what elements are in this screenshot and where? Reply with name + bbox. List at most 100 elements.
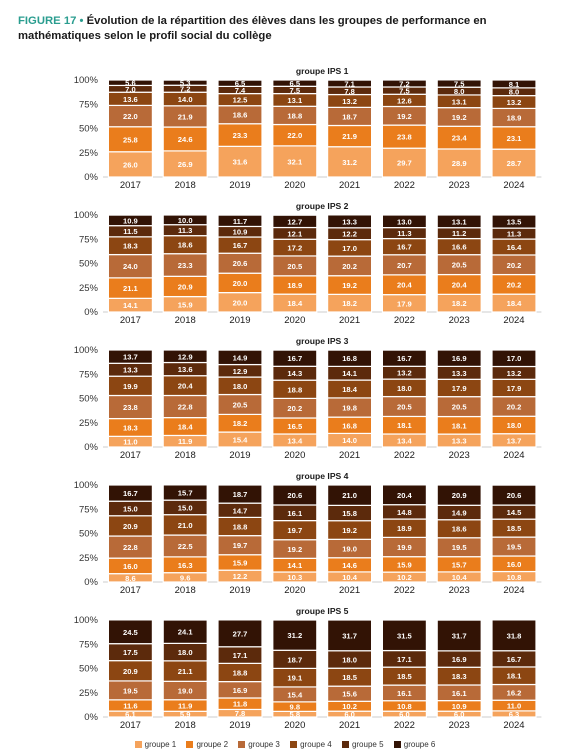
x-tick-label: 2019 [229, 180, 250, 191]
x-tick-label: 2020 [284, 180, 305, 191]
bar-segment [272, 619, 318, 651]
data-label: 17.1 [233, 651, 249, 660]
bar-segment [327, 349, 373, 367]
data-label: 15.9 [233, 558, 248, 567]
data-label: 20.0 [233, 298, 248, 307]
data-label: 5.3 [180, 79, 191, 88]
x-tick-label: 2022 [394, 315, 415, 326]
bar-segment [381, 79, 427, 88]
bar-segment [327, 214, 373, 229]
data-label: 24.1 [178, 628, 194, 637]
data-label: 15.7 [452, 560, 467, 569]
data-label: 23.4 [452, 134, 468, 143]
data-label: 11.0 [123, 438, 137, 447]
x-tick-label: 2022 [394, 180, 415, 191]
y-tick-label: 25% [79, 148, 99, 159]
data-label: 19.2 [287, 545, 302, 554]
data-label: 8.1 [509, 80, 520, 89]
data-label: 11.7 [233, 217, 247, 226]
x-tick-label: 2021 [339, 585, 360, 596]
x-tick-label: 2024 [503, 585, 524, 596]
bar-segment [272, 145, 318, 178]
data-label: 21.0 [178, 521, 193, 530]
bar-segment [107, 349, 154, 364]
data-label: 19.5 [123, 686, 139, 695]
data-label: 18.5 [342, 673, 358, 682]
data-label: 18.4 [178, 423, 194, 432]
data-label: 23.8 [397, 133, 412, 142]
data-label: 13.4 [287, 437, 303, 446]
data-label: 20.2 [507, 280, 522, 289]
y-tick-label: 75% [79, 234, 99, 245]
bar-segment [436, 214, 482, 229]
data-label: 20.4 [178, 382, 194, 391]
bar-segment [436, 619, 482, 652]
data-label: 14.6 [342, 561, 357, 570]
bar-segment [327, 79, 373, 88]
data-label: 20.2 [507, 402, 522, 411]
data-label: 9.8 [290, 703, 301, 712]
data-label: 31.8 [507, 631, 522, 640]
data-label: 16.4 [507, 243, 523, 252]
data-label: 18.8 [287, 385, 302, 394]
data-label: 18.5 [507, 524, 523, 533]
y-tick-label: 100% [74, 615, 99, 626]
data-label: 20.9 [123, 522, 138, 531]
bar-segment [162, 150, 208, 178]
x-tick-label: 2024 [503, 450, 524, 461]
data-label: 22.8 [123, 543, 138, 552]
data-label: 13.2 [507, 98, 522, 107]
y-tick-label: 100% [74, 210, 99, 221]
data-label: 18.0 [507, 421, 522, 430]
data-label: 16.9 [452, 354, 467, 363]
bar-segment [162, 484, 208, 501]
data-label: 16.1 [287, 509, 303, 518]
y-tick-label: 25% [79, 418, 99, 429]
data-label: 18.8 [287, 111, 302, 120]
data-label: 13.6 [123, 95, 138, 104]
legend-swatch-1 [134, 741, 142, 748]
bar-segment [217, 79, 263, 88]
bar-segment [107, 214, 154, 227]
data-label: 24.6 [178, 135, 193, 144]
data-label: 14.1 [342, 369, 358, 378]
data-label: 22.5 [178, 542, 194, 551]
data-label: 11.8 [233, 700, 247, 709]
x-tick-label: 2018 [175, 315, 196, 326]
data-label: 15.8 [342, 509, 357, 518]
y-tick-label: 25% [79, 283, 99, 294]
data-label: 11.9 [178, 437, 192, 446]
y-tick-label: 0% [84, 442, 98, 453]
data-label: 10.2 [397, 573, 412, 582]
data-label: 14.5 [507, 508, 523, 517]
data-label: 20.4 [452, 280, 468, 289]
x-tick-label: 2020 [284, 585, 305, 596]
data-label: 12.2 [342, 230, 357, 239]
bar-segment [436, 484, 482, 506]
data-label: 15.9 [178, 300, 193, 309]
legend-label: groupe 1 [144, 740, 177, 749]
data-label: 6.0 [399, 710, 410, 719]
data-label: 17.5 [123, 648, 139, 657]
bar-segment [436, 349, 482, 367]
data-label: 19.2 [452, 113, 467, 122]
data-label: 15.9 [397, 560, 412, 569]
bar-segment [217, 484, 263, 504]
data-label: 10.2 [342, 702, 357, 711]
x-tick-label: 2018 [175, 450, 196, 461]
data-label: 19.1 [287, 674, 303, 683]
bar-segment [491, 148, 537, 178]
y-tick-label: 75% [79, 99, 99, 110]
data-label: 10.4 [452, 573, 468, 582]
y-tick-label: 50% [79, 664, 99, 675]
x-tick-label: 2019 [229, 585, 250, 596]
data-label: 19.7 [287, 526, 302, 535]
bar-segment [217, 145, 263, 178]
data-label: 20.0 [233, 279, 248, 288]
data-label: 19.9 [397, 543, 412, 552]
legend-item-groupe-2: groupe 2 [186, 740, 228, 749]
bar-segment [217, 214, 263, 228]
data-label: 16.7 [397, 243, 412, 252]
bar-segment [162, 214, 208, 226]
bar-segment [272, 79, 318, 87]
